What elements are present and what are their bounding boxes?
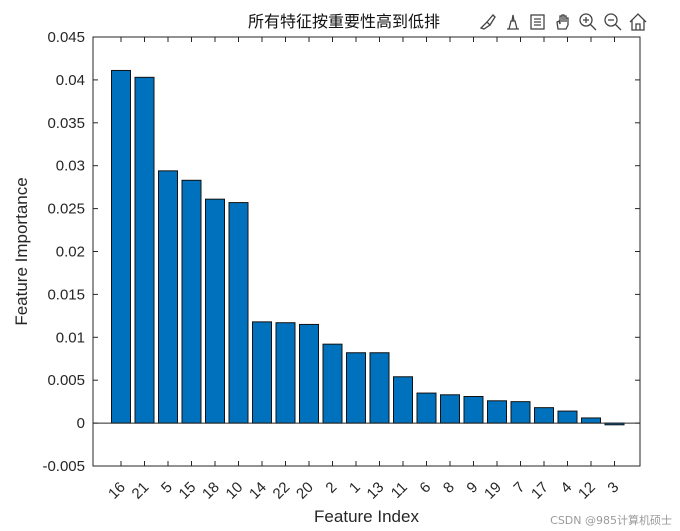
x-tick-label: 11: [388, 479, 411, 502]
x-tick-label: 19: [481, 479, 505, 503]
bar: [440, 394, 460, 424]
x-tick-label: 4: [557, 479, 575, 497]
y-tick-label: 0.025: [47, 201, 85, 218]
zoom-in-icon[interactable]: [579, 13, 597, 31]
y-tick-label: -0.005: [42, 458, 85, 475]
legend-icon[interactable]: [530, 14, 545, 30]
pan-icon[interactable]: [556, 14, 569, 30]
bar: [275, 322, 296, 424]
brush-icon[interactable]: [479, 14, 496, 30]
y-tick-label: 0.03: [56, 158, 85, 175]
x-tick-label: 3: [604, 479, 622, 497]
bar: [487, 400, 507, 424]
bar: [346, 352, 366, 424]
y-tick-label: 0.045: [47, 29, 85, 46]
ticks-group: -0.005 0 0.005 0.01 0.015 0.02 0.025 0.03 0.035 0…: [42, 29, 640, 503]
x-tick-label: 9: [463, 479, 481, 497]
toolbar: [479, 13, 647, 31]
y-tick-label: 0.015: [47, 286, 85, 303]
y-tick-label: 0.04: [56, 72, 85, 89]
x-tick-label: 12: [575, 479, 599, 503]
x-tick-label: 8: [440, 479, 458, 497]
bar: [111, 69, 131, 424]
chart-title: 所有特征按重要性高到低排: [248, 12, 440, 31]
x-tick-label: 7: [510, 479, 528, 497]
x-tick-label: 10: [223, 479, 247, 503]
x-tick-label: 14: [246, 479, 270, 503]
bar: [393, 376, 413, 424]
x-tick-label: 22: [270, 479, 294, 503]
x-tick-label: 1: [346, 479, 364, 497]
axes-box: [92, 36, 641, 467]
x-tick-label: 13: [364, 479, 388, 503]
bar: [510, 401, 531, 424]
x-tick-label: 20: [293, 479, 317, 503]
x-tick-label: 21: [129, 479, 153, 503]
bar: [158, 170, 178, 424]
y-tick-label: 0.005: [47, 372, 85, 389]
bar: [228, 202, 249, 424]
bar: [205, 198, 225, 424]
x-tick-label: 5: [158, 479, 176, 497]
bar: [134, 76, 155, 424]
x-tick-label: 15: [176, 479, 200, 503]
y-tick-label: 0: [77, 415, 85, 432]
bar: [252, 321, 272, 424]
bar: [463, 396, 484, 424]
bar: [416, 392, 437, 424]
bar: [557, 410, 578, 424]
bar: [322, 343, 343, 424]
home-icon[interactable]: [629, 13, 647, 31]
x-tick-label: 17: [528, 479, 552, 503]
data-tip-icon[interactable]: [507, 14, 519, 30]
x-axis-label: Feature Index: [314, 507, 419, 526]
x-tick-label: 16: [105, 479, 129, 503]
y-tick-label: 0.01: [56, 329, 85, 346]
bar: [299, 323, 319, 424]
bar: [581, 417, 601, 424]
y-tick-label: 0.035: [47, 115, 85, 132]
y-axis-label: Feature Importance: [12, 177, 31, 325]
zoom-out-icon[interactable]: [604, 13, 622, 31]
x-tick-label: 6: [416, 479, 434, 497]
bars-group: [111, 69, 625, 426]
x-tick-label: 2: [322, 479, 340, 497]
watermark: CSDN @985计算机硕士: [550, 513, 672, 527]
x-tick-label: 18: [199, 479, 223, 503]
bar: [181, 179, 202, 424]
bar: [369, 352, 390, 424]
bar: [534, 407, 554, 424]
y-tick-label: 0.02: [56, 244, 85, 261]
